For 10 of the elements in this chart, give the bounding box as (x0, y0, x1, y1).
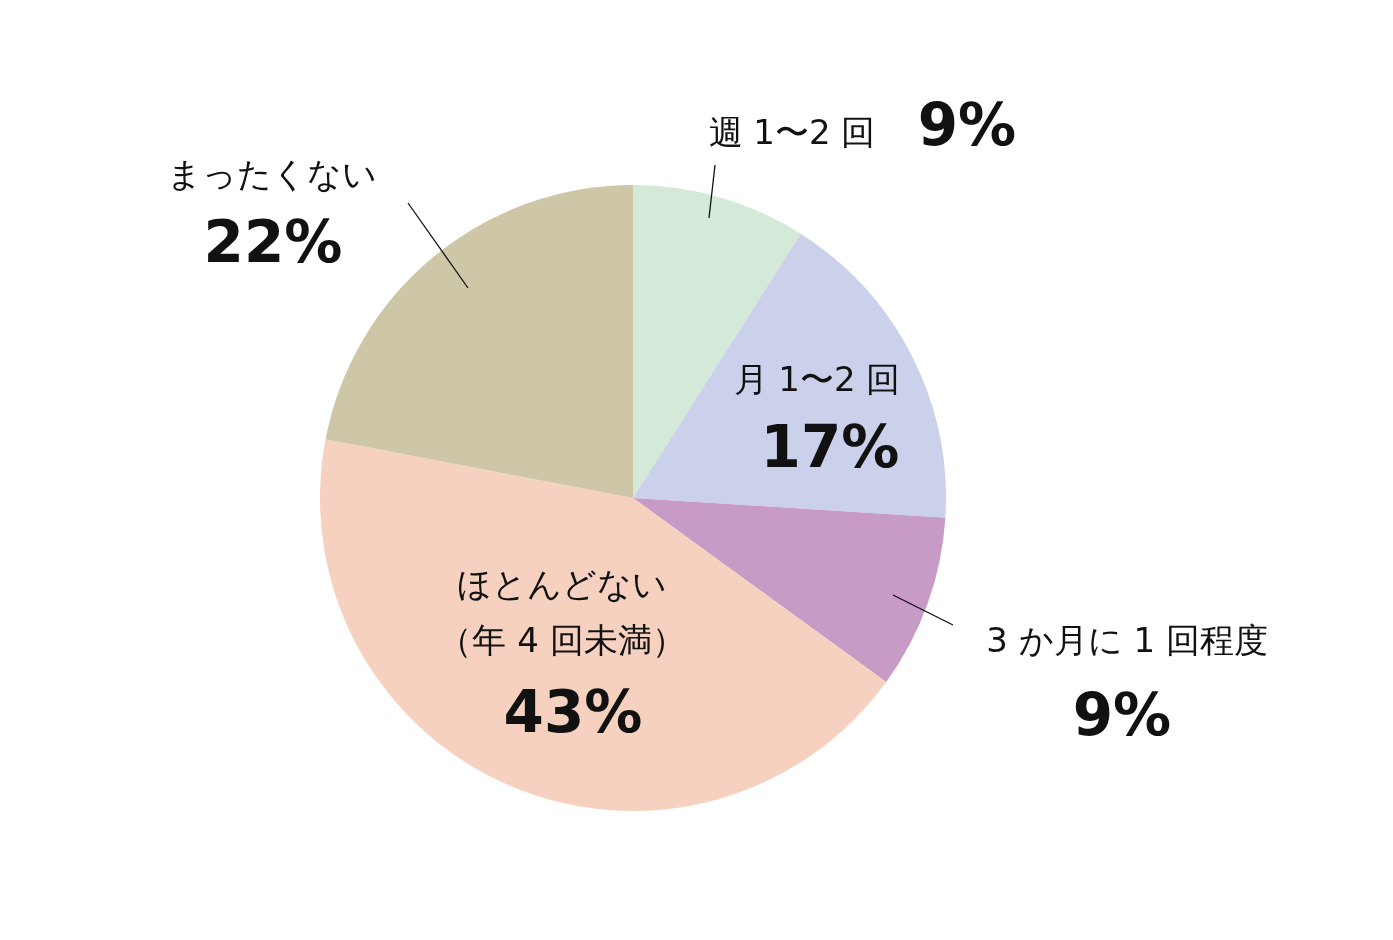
data-label: 43% (503, 678, 643, 747)
slice-label: 月 1〜2 回 (733, 358, 901, 399)
data-label: 17% (760, 413, 900, 482)
slice-label: 3 か月に 1 回程度 (986, 619, 1268, 660)
data-label: 22% (203, 208, 343, 277)
slice-label: まったくない (167, 153, 377, 194)
data-label: 9% (1072, 681, 1172, 750)
slice-label: ほとんどない（年 4 回未満） (438, 563, 686, 660)
slice-label: 週 1〜2 回 (708, 111, 876, 152)
data-label: 9% (917, 91, 1017, 160)
